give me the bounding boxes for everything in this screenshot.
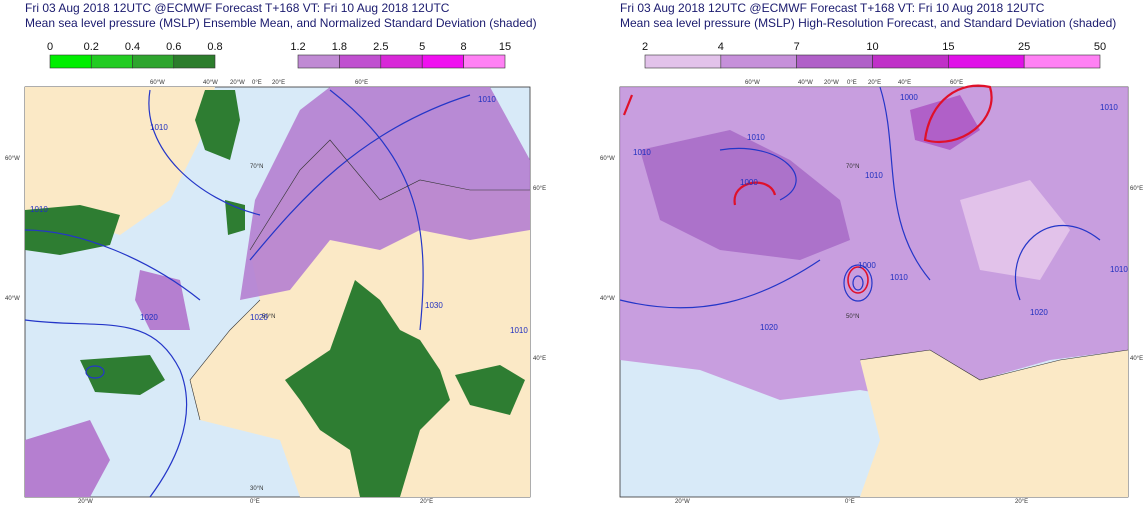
grid-label: 0°E bbox=[847, 80, 857, 86]
grid-label: 0°E bbox=[252, 80, 262, 86]
colorbar-segment bbox=[948, 54, 1025, 69]
grid-label: 60°E bbox=[1130, 186, 1143, 192]
colorbar-label: 50 bbox=[1094, 41, 1106, 53]
grid-label: 60°W bbox=[150, 80, 165, 86]
colorbar-label: 0.4 bbox=[125, 41, 140, 53]
isobar-label: 1010 bbox=[510, 326, 528, 335]
colorbar-segment bbox=[173, 54, 216, 69]
grid-label: 20°E bbox=[420, 499, 433, 505]
colorbar-label: 0.2 bbox=[84, 41, 99, 53]
colorbar-label: 1.2 bbox=[290, 41, 305, 53]
subtitle: Mean sea level pressure (MSLP) Ensemble … bbox=[25, 16, 537, 30]
colorbar-label: 0.6 bbox=[166, 41, 181, 53]
colorbar-label: 4 bbox=[718, 41, 724, 53]
colorbar-label: 8 bbox=[461, 41, 467, 53]
isobar-label: 1030 bbox=[425, 301, 443, 310]
grid-label: 30°N bbox=[250, 486, 263, 492]
colorbar-segment bbox=[1023, 54, 1101, 69]
grid-label: 0°E bbox=[250, 499, 260, 505]
grid-label: 60°E bbox=[950, 80, 963, 86]
grid-label: 60°W bbox=[600, 156, 615, 162]
map-right bbox=[619, 84, 1129, 498]
grid-label: 70°N bbox=[846, 164, 859, 170]
isobar-label: 1020 bbox=[760, 323, 778, 332]
colorbar-segment bbox=[872, 54, 949, 69]
colorbar-label: 0.8 bbox=[207, 41, 222, 53]
isobar-label: 1010 bbox=[478, 95, 496, 104]
colorbar-label: 15 bbox=[499, 41, 511, 53]
grid-label: 40°W bbox=[5, 296, 20, 302]
colorbar-segment bbox=[339, 54, 382, 69]
grid-label: 60°W bbox=[745, 80, 760, 86]
grid-label: 40°E bbox=[533, 356, 546, 362]
grid-label: 40°W bbox=[203, 80, 218, 86]
colorbar-label: 1.8 bbox=[332, 41, 347, 53]
isobar-label: 1010 bbox=[633, 148, 651, 157]
grid-label: 20°W bbox=[824, 80, 839, 86]
grid-label: 40°E bbox=[1130, 356, 1143, 362]
grid-label: 60°W bbox=[5, 156, 20, 162]
grid-label: 20°E bbox=[272, 80, 285, 86]
grid-label: 40°E bbox=[898, 80, 911, 86]
colorbar-segment bbox=[463, 54, 506, 69]
grid-label: 0°E bbox=[845, 499, 855, 505]
colorbar-segment bbox=[644, 54, 722, 69]
isobar-label: 1000 bbox=[740, 178, 758, 187]
grid-label: 50°N bbox=[262, 314, 275, 320]
isobar-label: 1000 bbox=[900, 93, 918, 102]
grid-label: 50°N bbox=[846, 314, 859, 320]
isobar-label: 1010 bbox=[1100, 103, 1118, 112]
colorbar-segment bbox=[49, 54, 92, 69]
colorbar-label: 2.5 bbox=[373, 41, 388, 53]
grid-label: 20°W bbox=[230, 80, 245, 86]
colorbar-segment bbox=[90, 54, 133, 69]
colorbar-label: 2 bbox=[642, 41, 648, 53]
grid-label: 20°E bbox=[1015, 499, 1028, 505]
colorbar-label: 7 bbox=[794, 41, 800, 53]
isobar-label: 1010 bbox=[150, 123, 168, 132]
isobar-label: 1010 bbox=[865, 171, 883, 180]
grid-label: 20°E bbox=[868, 80, 881, 86]
isobar-label: 1020 bbox=[250, 313, 268, 322]
title: Fri 03 Aug 2018 12UTC @ECMWF Forecast T+… bbox=[25, 1, 450, 15]
colorbar-segment bbox=[720, 54, 797, 69]
colorbar-segment bbox=[421, 54, 464, 69]
colorbar-label: 15 bbox=[942, 41, 954, 53]
grid-label: 40°W bbox=[798, 80, 813, 86]
grid-label: 70°N bbox=[250, 164, 263, 170]
grid-label: 60°E bbox=[533, 186, 546, 192]
grid-label: 20°W bbox=[675, 499, 690, 505]
isobar-label: 1010 bbox=[30, 205, 48, 214]
grid-label: 20°W bbox=[78, 499, 93, 505]
colorbar-segment bbox=[297, 54, 340, 69]
colorbar-segment bbox=[796, 54, 873, 69]
grid-label: 40°W bbox=[600, 296, 615, 302]
title: Fri 03 Aug 2018 12UTC @ECMWF Forecast T+… bbox=[620, 1, 1045, 15]
subtitle: Mean sea level pressure (MSLP) High-Reso… bbox=[620, 16, 1116, 30]
colorbar-segment bbox=[380, 54, 423, 69]
isobar-label: 1000 bbox=[858, 261, 876, 270]
grid-label: 60°E bbox=[355, 80, 368, 86]
isobar-label: 1010 bbox=[747, 133, 765, 142]
colorbar-label: 25 bbox=[1018, 41, 1030, 53]
colorbar-label: 10 bbox=[866, 41, 878, 53]
colorbar-label: 0 bbox=[47, 41, 53, 53]
isobar-label: 1020 bbox=[140, 313, 158, 322]
isobar-label: 1020 bbox=[1030, 308, 1048, 317]
isobar-label: 1010 bbox=[890, 273, 908, 282]
map-left bbox=[24, 86, 531, 498]
isobar-label: 1010 bbox=[1110, 265, 1128, 274]
colorbar-label: 5 bbox=[419, 41, 425, 53]
colorbar-segment bbox=[132, 54, 175, 69]
